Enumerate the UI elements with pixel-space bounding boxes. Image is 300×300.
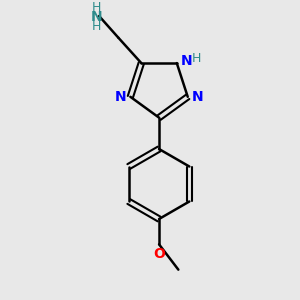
Text: H: H — [92, 1, 101, 14]
Text: N: N — [115, 90, 126, 104]
Text: N: N — [192, 90, 204, 104]
Text: N: N — [90, 10, 102, 24]
Text: O: O — [153, 247, 165, 261]
Text: N: N — [181, 54, 193, 68]
Text: H: H — [92, 20, 101, 33]
Text: H: H — [191, 52, 201, 65]
